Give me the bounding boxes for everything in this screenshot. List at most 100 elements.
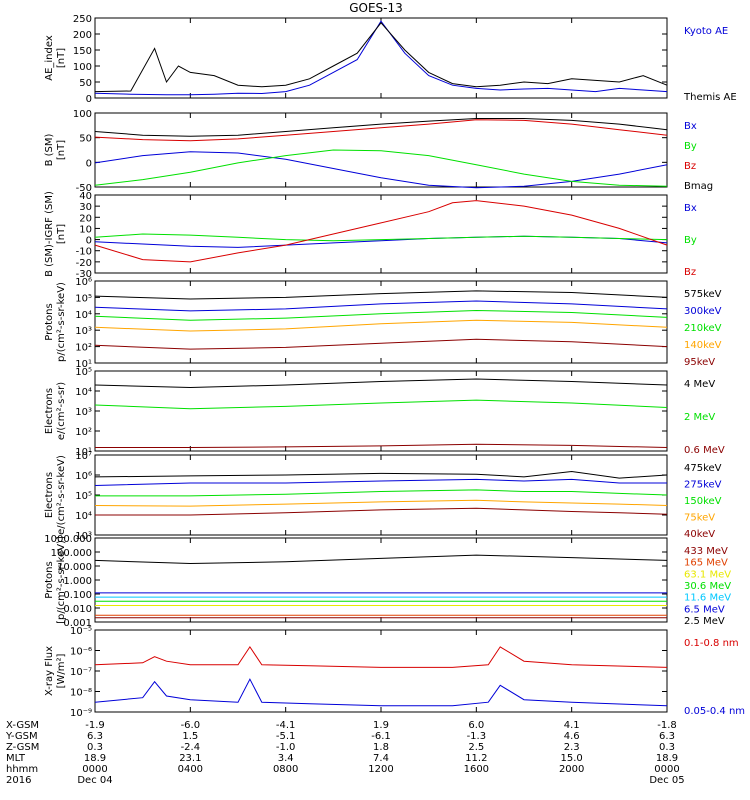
series-line-Themis-AE bbox=[94, 22, 668, 93]
axis-value: -5.1 bbox=[276, 731, 296, 742]
y-tick-label: 10⁶ bbox=[75, 471, 92, 482]
axis-value: 1.8 bbox=[373, 742, 389, 753]
y-tick-label: 50 bbox=[79, 78, 92, 89]
y-tick-label: 10¹ bbox=[75, 447, 92, 458]
y-tick-label: 0.001 bbox=[63, 618, 92, 629]
legend-label: Bz bbox=[684, 161, 696, 172]
legend-label: 0.05-0.4 nm bbox=[684, 706, 745, 717]
axis-value: 2.3 bbox=[564, 742, 580, 753]
y-axis-label: e/(cm²-s-sr) bbox=[56, 382, 67, 440]
series-line-Kyoto-AE bbox=[94, 20, 668, 96]
axis-row-label: Y-GSM bbox=[5, 731, 38, 742]
legend-label: 4 MeV bbox=[684, 379, 715, 390]
axis-value: 1200 bbox=[368, 764, 393, 775]
series-line-300keV bbox=[94, 300, 668, 312]
legend-label: 30.6 MeV bbox=[684, 581, 731, 592]
y-tick-label: 10⁻⁹ bbox=[70, 708, 92, 719]
axis-value: 11.2 bbox=[465, 753, 487, 764]
y-tick-label: 100 bbox=[73, 62, 92, 73]
axis-row-label: MLT bbox=[6, 753, 26, 764]
axis-value: 4.1 bbox=[564, 720, 580, 731]
legend-label: Themis AE bbox=[683, 92, 737, 103]
panel-frame bbox=[94, 454, 668, 536]
axis-value: 23.1 bbox=[179, 753, 201, 764]
series-line-40keV bbox=[95, 507, 668, 516]
panel-1: 0 50 100 150 200 250 AE_index [nT] Kyoto AE Themi… bbox=[44, 14, 737, 105]
series-line-0-05-0-4-nm bbox=[94, 678, 668, 707]
legend-label: 0.1-0.8 nm bbox=[684, 638, 739, 649]
axis-value: -1.3 bbox=[467, 731, 487, 742]
y-tick-label: 150 bbox=[73, 46, 92, 57]
y-tick-label: 10¹ bbox=[75, 359, 92, 370]
y-axis-label: [nT] bbox=[56, 48, 67, 68]
y-tick-label: 0.010 bbox=[63, 604, 92, 615]
y-tick-label: 10⁴ bbox=[75, 511, 92, 522]
y-axis-label: Protons bbox=[44, 561, 55, 598]
axis-value: 0.3 bbox=[87, 742, 103, 753]
y-axis-label: [p/(cm²-s-sr-keV)] bbox=[56, 536, 67, 624]
axis-value: 4.6 bbox=[564, 731, 580, 742]
legend-label: 2 MeV bbox=[684, 412, 715, 423]
y-tick-label: -20 bbox=[76, 258, 92, 269]
y-tick-label: 0 bbox=[86, 158, 92, 169]
y-tick-label: 0.100 bbox=[63, 590, 92, 601]
y-tick-label: 250 bbox=[73, 14, 92, 25]
axis-value: 6.0 bbox=[468, 720, 484, 731]
axis-value: -6.0 bbox=[181, 720, 201, 731]
legend-label: 75keV bbox=[684, 513, 715, 524]
series-line-By bbox=[94, 233, 668, 242]
legend-label: 575keV bbox=[684, 289, 722, 300]
time-axis-labels: X-GSMY-GSMZ-GSMMLThhmm2016-1.96.30.318.9… bbox=[5, 720, 685, 786]
y-tick-label: 100.000 bbox=[51, 548, 92, 559]
legend-label: 2.5 MeV bbox=[684, 616, 725, 627]
axis-value: 1600 bbox=[464, 764, 489, 775]
y-tick-label: 10² bbox=[75, 427, 92, 438]
panel-8: 10⁻⁹ 10⁻⁸ 10⁻⁷ 10⁻⁶ 10⁻⁵ X-ray Flux [W/m²] 0.1-… bbox=[44, 626, 745, 719]
axis-value: 7.4 bbox=[373, 753, 389, 764]
y-tick-label: 10⁶ bbox=[75, 277, 92, 288]
axis-value: 0.3 bbox=[659, 742, 675, 753]
legend-label: Bx bbox=[684, 203, 697, 214]
axis-row-label: X-GSM bbox=[6, 720, 39, 731]
legend-label: 150keV bbox=[684, 496, 722, 507]
y-tick-label: 10³ bbox=[75, 531, 92, 542]
y-tick-label: 10⁻⁸ bbox=[70, 688, 92, 699]
y-axis-label: X-ray Flux bbox=[44, 646, 55, 696]
y-tick-label: 10 bbox=[79, 224, 92, 235]
series-line-2-MeV bbox=[94, 399, 668, 410]
series-line-95keV bbox=[94, 338, 668, 350]
y-axis-label: [nT] bbox=[56, 224, 67, 244]
axis-value: 15.0 bbox=[561, 753, 583, 764]
axis-value: 0800 bbox=[273, 764, 298, 775]
y-tick-label: 10⁻⁶ bbox=[70, 647, 92, 658]
y-axis-label: B (SM) bbox=[44, 133, 55, 166]
axis-value: -4.1 bbox=[276, 720, 296, 731]
y-axis-label: e/(cm²-s-sr-keV) bbox=[56, 455, 67, 535]
series-line-Bmag bbox=[94, 118, 668, 137]
axis-value: 6.3 bbox=[87, 731, 103, 742]
legend-label: 95keV bbox=[684, 357, 715, 368]
y-tick-label: 0 bbox=[86, 94, 92, 105]
axis-value: 18.9 bbox=[84, 753, 106, 764]
legend-label: Bx bbox=[684, 121, 697, 132]
series-line-0-1-0-8-nm bbox=[94, 645, 668, 668]
axis-value: -1.9 bbox=[85, 720, 105, 731]
y-tick-label: 200 bbox=[73, 30, 92, 41]
series-line-575keV bbox=[94, 290, 668, 300]
y-axis-label: [nT] bbox=[56, 140, 67, 160]
legend-label: Bz bbox=[684, 267, 696, 278]
y-axis-label: [W/m²] bbox=[56, 653, 67, 688]
y-tick-label: 0 bbox=[86, 236, 92, 247]
axis-value: 0000 bbox=[654, 764, 679, 775]
series-line-150keV bbox=[95, 489, 668, 497]
series-line-4-MeV bbox=[94, 378, 668, 389]
series-line-75keV bbox=[94, 499, 668, 507]
legend-label: 63.1 MeV bbox=[684, 569, 731, 580]
legend-label: 275keV bbox=[684, 480, 722, 491]
axis-value: -1.0 bbox=[276, 742, 296, 753]
axis-value: 3.4 bbox=[278, 753, 294, 764]
series-line-0-6-MeV bbox=[95, 443, 668, 448]
axis-value: Dec 04 bbox=[77, 775, 112, 786]
